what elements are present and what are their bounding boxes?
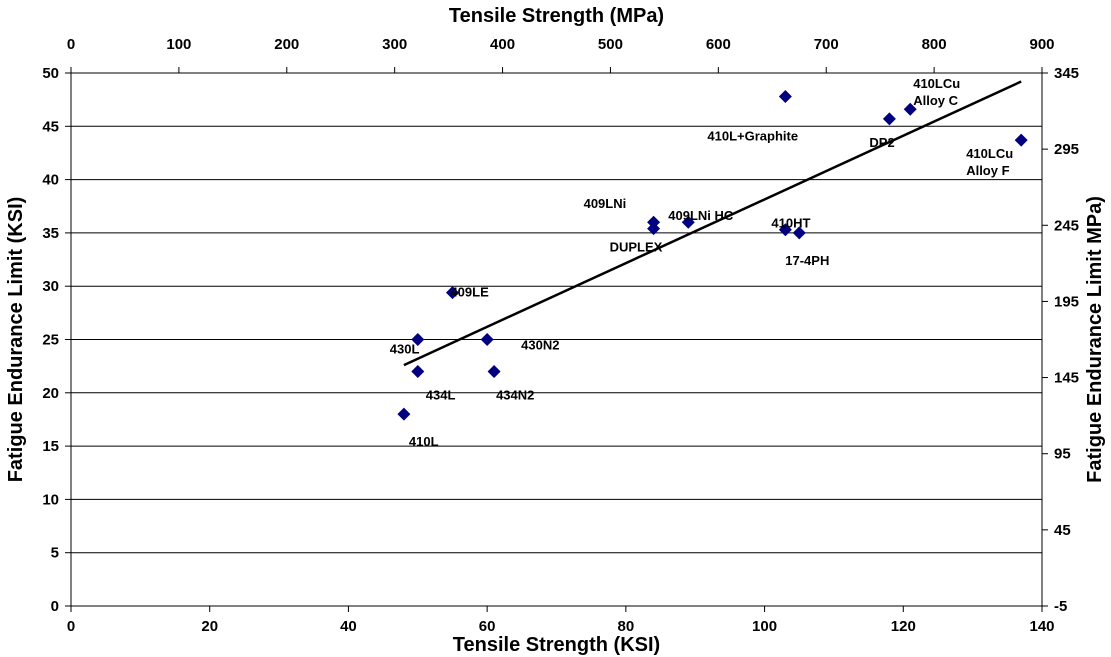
x2-axis-title: Tensile Strength (MPa) [449,5,664,27]
x2-tick-label: 200 [274,36,299,53]
data-point-marker [487,364,501,378]
y2-tick-label: -5 [1054,598,1067,615]
data-point-label: 434L [426,387,456,402]
x-tick-label: 120 [891,618,916,635]
y-tick-label: 30 [42,278,59,295]
y-tick-label: 20 [42,385,59,402]
y2-tick-label: 195 [1054,293,1079,310]
y-tick-label: 50 [42,65,59,82]
data-point-marker [778,89,792,103]
x2-tick-label: 0 [67,36,75,53]
x-tick-label: 140 [1029,618,1054,635]
x-tick-label: 40 [340,618,357,635]
data-point-marker [411,364,425,378]
data-point-label: 410LCu Alloy C [913,76,960,108]
y-tick-label: 40 [42,172,59,189]
data-point-label: 410LCu Alloy F [966,146,1013,178]
data-point-marker [681,215,695,229]
x-axis-title: Tensile Strength (KSI) [453,634,660,656]
y-tick-label: 25 [42,332,59,349]
data-point-label: 410L [409,434,439,449]
data-point-marker [778,223,792,237]
y-tick-label: 10 [42,491,59,508]
y-axis-title: Fatigue Endurance Limit (KSI) [5,197,27,483]
data-point-marker [1014,133,1028,147]
data-point-label: 409LNi HC [668,208,734,223]
y2-tick-label: 45 [1054,522,1071,539]
data-point-marker [882,112,896,126]
x2-tick-label: 700 [814,36,839,53]
x2-tick-label: 500 [598,36,623,53]
x2-tick-label: 600 [706,36,731,53]
x2-tick-label: 400 [490,36,515,53]
x-tick-label: 80 [618,618,635,635]
y2-tick-label: 145 [1054,370,1079,387]
data-point-label: 410L+Graphite [707,128,798,143]
x2-tick-label: 300 [382,36,407,53]
x-tick-label: 100 [752,618,777,635]
data-point-marker [792,226,806,240]
data-point-label: DUPLEX [610,240,663,255]
data-point-label: 430L [390,342,420,357]
x-tick-label: 20 [201,618,218,635]
data-point-label: 409LE [450,285,489,300]
x2-tick-label: 900 [1029,36,1054,53]
x-tick-label: 0 [67,618,75,635]
y2-axis-title: Fatigue Endurance Limit MPa) [1084,196,1106,483]
x2-tick-label: 100 [166,36,191,53]
data-point-label: 409LNi [584,196,627,211]
data-point-label: 410HT [771,216,810,231]
x2-tick-label: 800 [922,36,947,53]
x-tick-label: 60 [479,618,496,635]
data-point-marker [445,286,459,300]
data-point-marker [480,333,494,346]
data-point-label: 17-4PH [785,253,829,268]
y2-tick-label: 345 [1054,65,1079,82]
y2-tick-label: 95 [1054,446,1071,463]
data-point-label: DP2 [869,135,894,150]
y-tick-label: 35 [42,225,59,242]
y-tick-label: 5 [51,545,59,562]
y2-tick-label: 245 [1054,217,1079,234]
y-tick-label: 45 [42,118,59,135]
y-tick-label: 15 [42,438,59,455]
trendline [403,80,1022,367]
data-point-marker [647,222,661,236]
data-point-marker [397,407,411,421]
data-point-marker [903,102,917,116]
data-point-marker [411,333,425,346]
data-point-label: 430N2 [521,338,559,353]
y2-tick-label: 295 [1054,141,1079,158]
data-point-label: 434N2 [496,387,534,402]
y-tick-label: 0 [51,598,59,615]
